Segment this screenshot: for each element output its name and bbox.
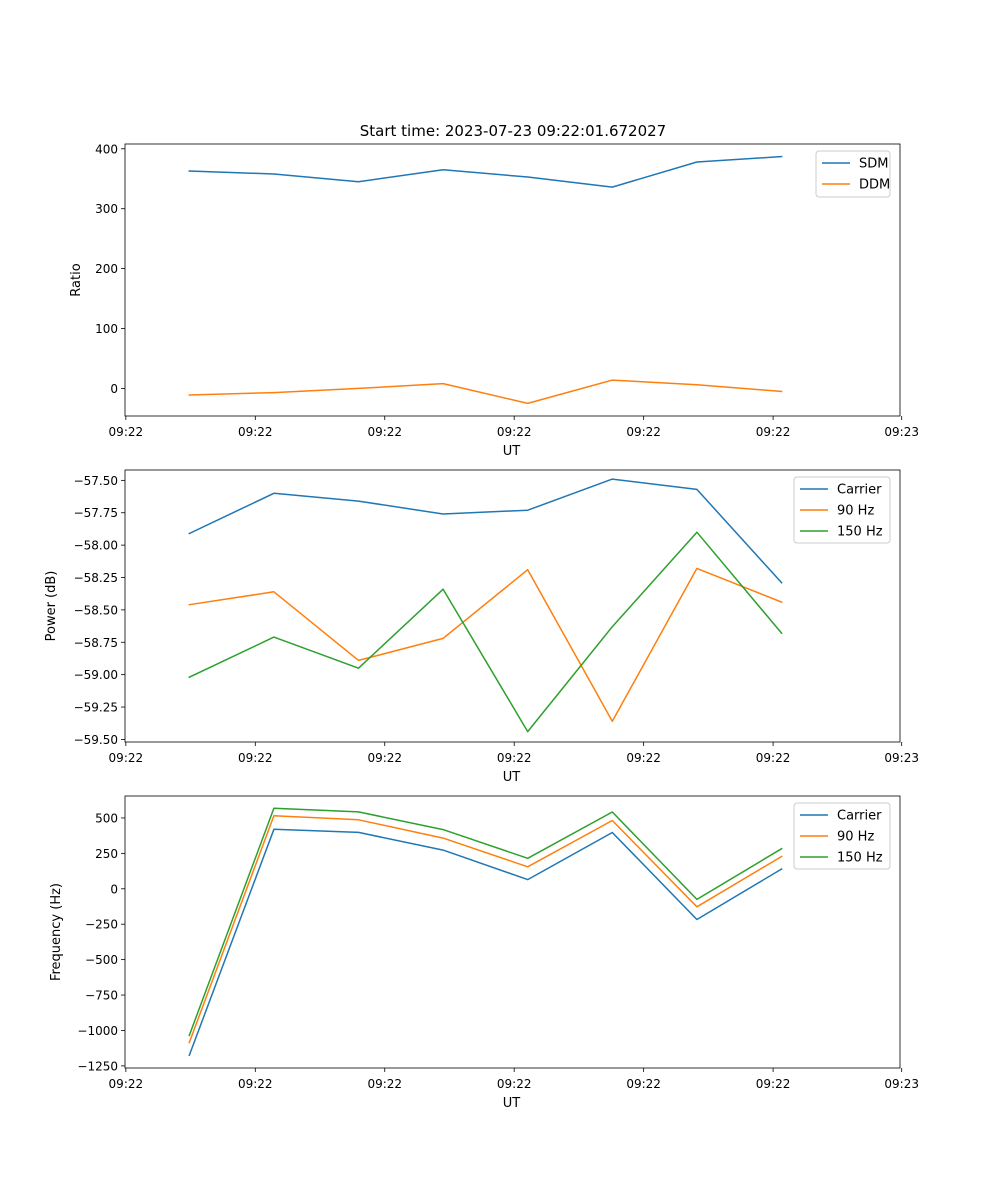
legend: SDM DDM: [815, 150, 891, 198]
x-tick-label: 09:22: [238, 425, 273, 439]
legend-label: SDM: [859, 157, 888, 172]
x-tick-label: 09:23: [884, 425, 919, 439]
legend-label: Carrier: [837, 483, 882, 498]
series-line-90-hz: [188, 815, 783, 1044]
legend-label: 150 Hz: [837, 525, 883, 540]
x-axis-label: UT: [503, 1096, 521, 1111]
y-tick-label: 400: [95, 142, 118, 156]
chart-2: 09:22 09:22 09:22 09:22 09:22 09:22 09:23 −57.5…: [44, 469, 919, 785]
legend-label: 150 Hz: [837, 851, 883, 866]
x-tick-label: 09:22: [367, 1077, 402, 1091]
legend-label: DDM: [859, 178, 890, 193]
x-tick-label: 09:22: [109, 751, 144, 765]
y-tick-label: 100: [95, 322, 118, 336]
x-tick-label: 09:22: [497, 1077, 532, 1091]
y-tick-label: −250: [85, 918, 118, 932]
y-tick-label: −57.50: [74, 474, 118, 488]
x-tick-label: 09:22: [497, 425, 532, 439]
x-tick-label: 09:22: [756, 1077, 791, 1091]
y-tick-label: −750: [85, 989, 118, 1003]
y-tick-label: −59.25: [74, 701, 118, 715]
axes-frame: [124, 795, 901, 1069]
y-axis-label: Ratio: [69, 263, 84, 296]
y-tick-label: −59.50: [74, 733, 118, 747]
y-tick-label: −58.00: [74, 539, 118, 553]
charts-container: 09:22 09:22 09:22 09:22 09:22 09:22 09:23 0 100 2…: [44, 142, 919, 1111]
series-line-carrier: [188, 828, 783, 1057]
y-tick-label: −500: [85, 953, 118, 967]
y-tick-label: −1000: [77, 1024, 118, 1038]
x-tick-label: 09:22: [238, 1077, 273, 1091]
y-tick-label: −58.25: [74, 571, 118, 585]
legend-label: 90 Hz: [837, 830, 874, 845]
legend-label: Carrier: [837, 809, 882, 824]
x-tick-label: 09:22: [626, 1077, 661, 1091]
y-tick-label: −58.50: [74, 603, 118, 617]
x-tick-label: 09:22: [367, 751, 402, 765]
series-line-150-hz: [188, 807, 783, 1037]
series-line-90-hz: [188, 567, 783, 723]
x-tick-label: 09:22: [497, 751, 532, 765]
y-axis-label: Power (dB): [44, 571, 59, 642]
x-tick-label: 09:22: [756, 425, 791, 439]
y-tick-label: −59.00: [74, 668, 118, 682]
x-tick-label: 09:22: [626, 425, 661, 439]
figure-title: Start time: 2023-07-23 09:22:01.672027: [360, 122, 666, 140]
legend-box: [793, 802, 891, 870]
chart-1: 09:22 09:22 09:22 09:22 09:22 09:22 09:23 0 100 2…: [69, 142, 919, 459]
y-tick-label: 0: [110, 382, 118, 396]
y-tick-label: 500: [95, 811, 118, 825]
series-line-carrier: [188, 478, 783, 584]
legend: Carrier 90 Hz 150 Hz: [793, 802, 891, 870]
y-tick-label: −1250: [77, 1059, 118, 1073]
y-axis-label: Frequency (Hz): [49, 883, 64, 981]
axes-frame: [124, 143, 901, 417]
x-axis-label: UT: [503, 770, 521, 785]
y-tick-label: 200: [95, 262, 118, 276]
x-axis-label: UT: [503, 444, 521, 459]
axes-frame: [124, 469, 901, 743]
y-tick-label: −57.75: [74, 506, 118, 520]
x-tick-label: 09:22: [626, 751, 661, 765]
chart-3: 09:22 09:22 09:22 09:22 09:22 09:22 09:23 500 25…: [49, 795, 919, 1111]
legend: Carrier 90 Hz 150 Hz: [793, 476, 891, 544]
legend-label: 90 Hz: [837, 504, 874, 519]
y-tick-label: 300: [95, 202, 118, 216]
y-tick-label: 0: [110, 882, 118, 896]
series-line-ddm: [188, 379, 783, 405]
y-tick-label: 250: [95, 847, 118, 861]
x-tick-label: 09:23: [884, 751, 919, 765]
x-tick-label: 09:22: [109, 425, 144, 439]
x-tick-label: 09:22: [756, 751, 791, 765]
x-tick-label: 09:22: [109, 1077, 144, 1091]
y-tick-label: −58.75: [74, 636, 118, 650]
x-tick-label: 09:23: [884, 1077, 919, 1091]
x-tick-label: 09:22: [238, 751, 273, 765]
series-line-sdm: [188, 155, 783, 188]
legend-box: [793, 476, 891, 544]
x-tick-label: 09:22: [367, 425, 402, 439]
series-line-150-hz: [188, 531, 783, 733]
